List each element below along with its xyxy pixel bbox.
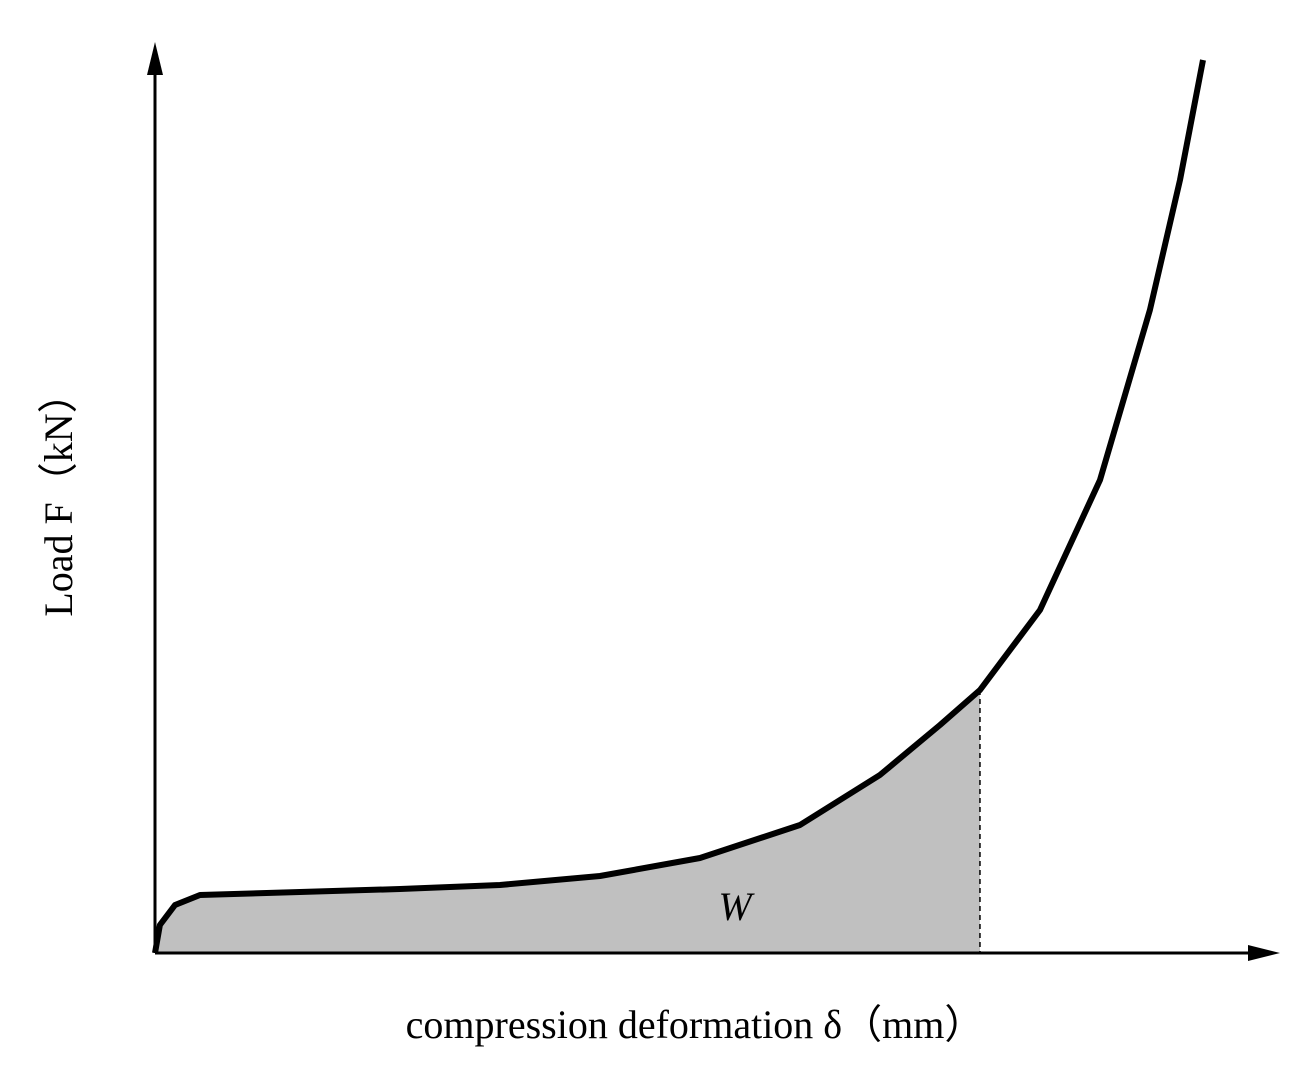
x-axis-arrow: [1248, 945, 1280, 961]
y-axis-label: Load F（kN）: [36, 373, 81, 616]
x-axis-label: compression deformation δ（mm）: [406, 1002, 985, 1047]
area-label: W: [718, 884, 755, 929]
load-curve: [152, 59, 1206, 954]
y-axis-arrow: [147, 42, 163, 75]
shaded-area: [155, 689, 980, 953]
